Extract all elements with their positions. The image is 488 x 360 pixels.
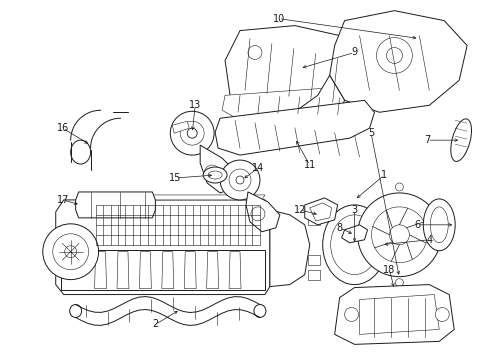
Circle shape bbox=[170, 111, 214, 155]
Text: 16: 16 bbox=[57, 123, 69, 133]
Text: 3: 3 bbox=[351, 205, 357, 215]
Circle shape bbox=[376, 37, 411, 73]
Circle shape bbox=[203, 165, 220, 181]
Polygon shape bbox=[307, 215, 319, 225]
Polygon shape bbox=[224, 26, 369, 105]
Polygon shape bbox=[222, 85, 369, 120]
Text: 7: 7 bbox=[423, 135, 429, 145]
Text: 6: 6 bbox=[413, 220, 420, 230]
Polygon shape bbox=[61, 250, 264, 289]
Polygon shape bbox=[309, 203, 331, 221]
Text: 8: 8 bbox=[336, 223, 342, 233]
Circle shape bbox=[337, 45, 351, 59]
Circle shape bbox=[386, 48, 402, 63]
Text: 11: 11 bbox=[303, 160, 315, 170]
Ellipse shape bbox=[429, 207, 447, 243]
Circle shape bbox=[395, 279, 403, 287]
Ellipse shape bbox=[450, 119, 470, 161]
Polygon shape bbox=[90, 195, 264, 200]
Circle shape bbox=[180, 121, 203, 145]
Polygon shape bbox=[374, 242, 389, 255]
Text: 14: 14 bbox=[251, 163, 264, 173]
Circle shape bbox=[442, 231, 450, 239]
Polygon shape bbox=[228, 252, 241, 289]
Circle shape bbox=[434, 307, 448, 321]
Polygon shape bbox=[206, 252, 218, 289]
Polygon shape bbox=[267, 75, 344, 145]
Polygon shape bbox=[172, 121, 189, 133]
Text: 1: 1 bbox=[381, 170, 386, 180]
Text: 15: 15 bbox=[169, 173, 181, 183]
Ellipse shape bbox=[253, 305, 265, 318]
Polygon shape bbox=[117, 252, 129, 289]
Polygon shape bbox=[200, 145, 237, 193]
Ellipse shape bbox=[423, 199, 454, 251]
Text: 9: 9 bbox=[351, 48, 357, 58]
Polygon shape bbox=[334, 285, 453, 345]
Ellipse shape bbox=[330, 215, 378, 275]
Polygon shape bbox=[359, 294, 438, 334]
Ellipse shape bbox=[322, 205, 386, 285]
Text: 5: 5 bbox=[367, 129, 373, 138]
Polygon shape bbox=[341, 225, 367, 243]
Polygon shape bbox=[307, 270, 319, 280]
Text: 10: 10 bbox=[272, 14, 284, 24]
Circle shape bbox=[187, 128, 197, 138]
Polygon shape bbox=[184, 252, 196, 289]
Text: 12: 12 bbox=[293, 205, 305, 215]
Circle shape bbox=[247, 45, 262, 59]
Polygon shape bbox=[307, 255, 319, 265]
Polygon shape bbox=[76, 192, 155, 218]
Circle shape bbox=[53, 234, 88, 270]
Ellipse shape bbox=[71, 140, 90, 164]
Text: 13: 13 bbox=[189, 100, 201, 110]
Polygon shape bbox=[215, 100, 374, 155]
Polygon shape bbox=[139, 252, 151, 289]
Circle shape bbox=[344, 307, 358, 321]
Polygon shape bbox=[269, 210, 309, 287]
Circle shape bbox=[388, 225, 408, 245]
Ellipse shape bbox=[208, 171, 222, 179]
Circle shape bbox=[228, 169, 250, 191]
Text: 17: 17 bbox=[57, 195, 69, 205]
Text: 18: 18 bbox=[383, 265, 395, 275]
Circle shape bbox=[357, 193, 440, 276]
Text: 2: 2 bbox=[152, 319, 158, 329]
Polygon shape bbox=[56, 200, 269, 294]
Polygon shape bbox=[329, 11, 466, 112]
Circle shape bbox=[347, 231, 355, 239]
Circle shape bbox=[236, 176, 244, 184]
Circle shape bbox=[371, 207, 427, 263]
Circle shape bbox=[250, 207, 264, 221]
Ellipse shape bbox=[203, 167, 226, 183]
Polygon shape bbox=[162, 252, 173, 289]
Circle shape bbox=[64, 246, 77, 258]
Text: 4: 4 bbox=[426, 235, 431, 245]
Circle shape bbox=[395, 183, 403, 191]
Circle shape bbox=[42, 224, 99, 280]
Circle shape bbox=[220, 160, 260, 200]
Polygon shape bbox=[304, 198, 337, 225]
Polygon shape bbox=[367, 238, 394, 258]
Ellipse shape bbox=[69, 305, 81, 318]
Polygon shape bbox=[245, 192, 279, 232]
Polygon shape bbox=[94, 252, 106, 289]
